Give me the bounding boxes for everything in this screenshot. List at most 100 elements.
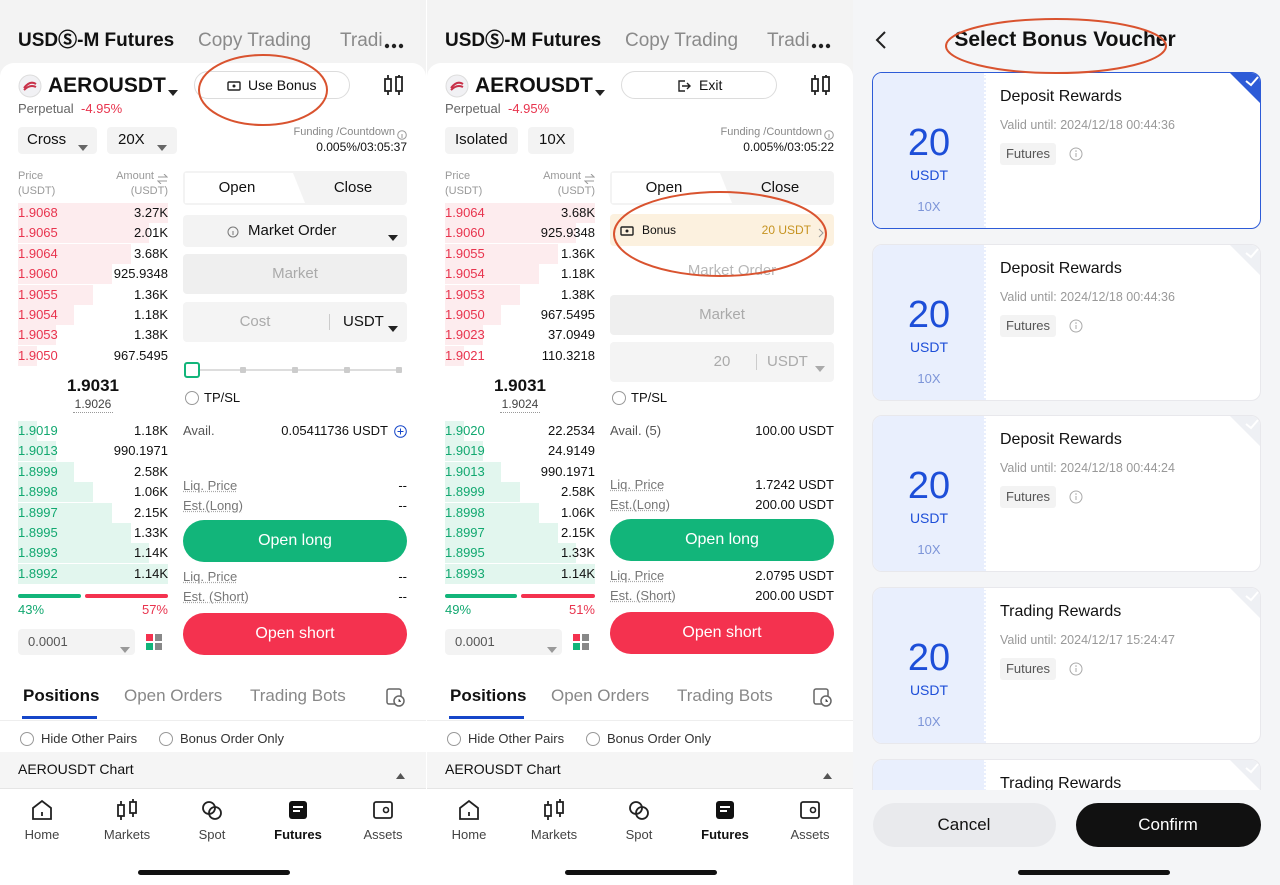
more-icon	[811, 37, 831, 49]
estimate-value: 2.0795 USDT	[755, 568, 834, 583]
filter-radio[interactable]	[20, 732, 34, 746]
icon-part	[1069, 662, 1083, 676]
icon-part	[595, 90, 605, 96]
icon-part	[398, 699, 401, 702]
icon-part	[168, 90, 178, 96]
bottom-tab[interactable]: Positions	[450, 686, 527, 705]
depth-bar	[18, 502, 112, 523]
icon-part	[582, 634, 589, 641]
slider-handle[interactable]	[184, 362, 200, 378]
depth-bar	[18, 243, 131, 264]
filter-radio[interactable]	[447, 732, 461, 746]
tpsl-radio[interactable]	[185, 391, 199, 405]
open-short-button[interactable]	[610, 612, 834, 654]
voucher-card[interactable]: 20 USDT 10X Valid until: 2024/12/18 00:44:3…	[872, 72, 1261, 229]
depth-bar	[445, 203, 595, 223]
home-indicator	[138, 870, 290, 875]
icon-part	[544, 799, 564, 820]
icon-part	[129, 801, 137, 814]
nav-label[interactable]: Futures	[701, 827, 749, 842]
open-long-button[interactable]	[610, 519, 834, 561]
icon-part	[397, 130, 407, 140]
filter-label: Hide Other Pairs	[41, 731, 138, 746]
nav-label[interactable]: Home	[451, 827, 487, 842]
buy-ratio-bar	[445, 594, 517, 598]
icon-part	[612, 173, 732, 203]
voucher-card[interactable]: 20 USDT 10X Valid until: 2024/12/18 00:44:2…	[872, 415, 1261, 573]
amount-field[interactable]	[610, 342, 834, 382]
price-field	[610, 295, 834, 335]
precision-select[interactable]	[18, 629, 135, 655]
nav-label[interactable]: Assets	[363, 827, 403, 842]
icon-part	[157, 145, 167, 151]
chart-icon	[810, 75, 832, 95]
estimate-value: 1.7242 USDT	[755, 477, 834, 492]
nav-label[interactable]: Spot	[625, 827, 653, 842]
depth-bar	[18, 482, 93, 503]
filter-radio[interactable]	[159, 732, 173, 746]
divider	[329, 314, 330, 330]
voucher-name: Deposit Rewards	[1000, 88, 1122, 105]
depth-bar	[18, 421, 37, 441]
depth-bar	[445, 325, 483, 346]
leverage: 10X	[539, 131, 566, 148]
add-icon	[394, 425, 407, 438]
divider	[756, 354, 757, 370]
icon-part	[1230, 73, 1260, 103]
filter-radio[interactable]	[586, 732, 600, 746]
voucher-card[interactable]: 20 USDT 10X Valid until: 2024/12/17 15:24:4…	[872, 587, 1261, 745]
amount-field[interactable]	[183, 302, 407, 342]
bottom-tab[interactable]: Positions	[23, 686, 100, 705]
chart-row[interactable]	[427, 752, 853, 788]
ask-price: 1.9050	[18, 347, 58, 363]
slider-dot	[240, 367, 246, 373]
bottom-tab[interactable]: Open Orders	[551, 686, 650, 705]
icon-part	[1075, 493, 1077, 496]
nav-label[interactable]: Spot	[198, 827, 226, 842]
trading-panel: USDⓈ-M Futures Copy Trading Tradi AEROUSDT U…	[0, 0, 426, 885]
nav-label[interactable]: Markets	[103, 827, 151, 842]
depth-bar	[445, 243, 558, 264]
icon-part	[825, 699, 828, 702]
icon-part	[384, 78, 392, 92]
order-type-select[interactable]	[183, 215, 407, 247]
icon-part	[809, 806, 817, 814]
open-long-button[interactable]	[183, 520, 407, 562]
voucher-stub	[873, 416, 986, 572]
leverage-chip[interactable]	[107, 127, 177, 154]
nav-label[interactable]: Home	[24, 827, 60, 842]
tpsl-radio[interactable]	[612, 391, 626, 405]
avail-label: Avail.	[183, 423, 215, 438]
caret	[78, 138, 88, 151]
icon-part	[811, 43, 817, 49]
nav-label[interactable]: Markets	[530, 827, 578, 842]
check-corner	[1230, 759, 1260, 792]
voucher-card[interactable]: 20 USDT 10X Valid until: 2024/12/18 00:44:3…	[872, 243, 1261, 401]
voucher-title: Select Bonus Voucher	[954, 28, 1176, 51]
ticket-icon	[677, 79, 691, 92]
price-field	[183, 254, 407, 294]
confirm-button[interactable]	[1076, 803, 1261, 847]
depth-bar	[18, 203, 168, 223]
icon-part	[227, 226, 239, 238]
leverage-chip[interactable]	[528, 127, 574, 154]
icon-part	[818, 228, 824, 238]
bonus-row[interactable]	[610, 214, 834, 246]
action-button[interactable]: Exit	[621, 71, 777, 99]
tpsl-label: TP/SL	[631, 390, 668, 405]
action-button[interactable]: Use Bonus	[194, 71, 350, 99]
voucher-tag-bg	[1000, 658, 1056, 681]
check-corner	[1230, 416, 1260, 448]
precision-select[interactable]	[445, 629, 562, 655]
voucher-tag-bg	[1000, 314, 1056, 337]
bottom-tab[interactable]: Open Orders	[124, 686, 223, 705]
nav-icon	[115, 798, 139, 822]
chart-row[interactable]	[0, 752, 426, 788]
nav-label[interactable]: Assets	[790, 827, 830, 842]
nav-label[interactable]: Futures	[274, 827, 322, 842]
cancel-button[interactable]	[873, 803, 1056, 847]
icon-part	[814, 75, 827, 95]
icon-part	[155, 643, 162, 650]
margin-chip[interactable]	[445, 127, 518, 154]
open-short-button[interactable]	[183, 613, 407, 655]
